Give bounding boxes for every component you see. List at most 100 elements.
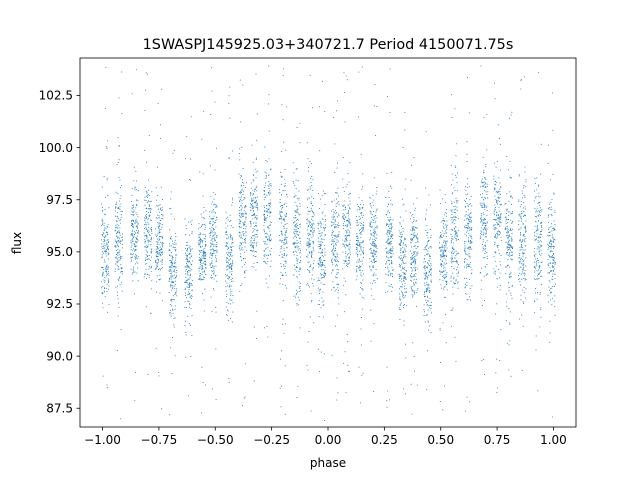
data-point (118, 238, 120, 240)
data-point (174, 247, 176, 248)
data-point (252, 215, 254, 216)
data-point (252, 207, 254, 209)
data-point (280, 214, 281, 216)
data-point (269, 206, 271, 208)
data-point (403, 285, 405, 287)
data-point (121, 267, 123, 269)
data-point (387, 251, 389, 253)
data-point (253, 214, 255, 216)
data-point (191, 315, 193, 317)
data-point (510, 230, 512, 232)
data-point (108, 281, 110, 283)
data-point (263, 214, 265, 216)
data-point (508, 244, 510, 246)
data-point (410, 262, 412, 264)
data-point (337, 202, 338, 204)
data-point (389, 212, 390, 214)
data-point (229, 295, 231, 297)
data-point (319, 265, 321, 267)
data-point (411, 230, 413, 232)
data-point (500, 212, 502, 214)
data-point (425, 271, 427, 273)
data-point (118, 268, 120, 270)
data-point (267, 336, 269, 338)
data-point (256, 139, 258, 141)
data-point (252, 206, 254, 208)
data-point (145, 218, 147, 220)
data-point (213, 215, 215, 217)
data-point (313, 230, 315, 232)
data-point (131, 254, 133, 256)
data-point (483, 219, 485, 221)
data-point (313, 248, 314, 250)
data-point (344, 261, 346, 263)
data-point (174, 239, 176, 241)
data-point (132, 226, 133, 228)
data-point (519, 318, 520, 320)
data-point (170, 191, 172, 193)
data-point (317, 304, 319, 306)
data-point (250, 193, 252, 195)
data-point (494, 241, 496, 243)
data-point (226, 269, 228, 271)
data-point (293, 222, 295, 224)
data-point (226, 268, 228, 270)
data-point (306, 256, 308, 258)
data-point (150, 260, 152, 262)
data-point (403, 307, 404, 309)
data-point (374, 218, 376, 220)
data-point (402, 268, 404, 270)
data-point (296, 225, 298, 226)
data-point (151, 230, 153, 232)
data-point (412, 239, 413, 240)
data-point (281, 266, 283, 267)
data-point (131, 256, 132, 258)
data-point (389, 220, 391, 222)
data-point (268, 203, 269, 205)
data-point (132, 240, 134, 242)
data-point (362, 288, 364, 290)
data-point (159, 239, 161, 240)
data-point (232, 302, 234, 304)
data-point (203, 252, 205, 254)
data-point (231, 273, 233, 275)
data-point (335, 261, 337, 262)
data-point (429, 287, 431, 289)
data-point (295, 226, 297, 228)
data-point (210, 239, 212, 241)
data-point (213, 229, 215, 231)
data-point (187, 250, 189, 252)
data-point (307, 282, 309, 284)
data-point (370, 309, 372, 311)
data-point (318, 260, 320, 262)
data-point (318, 237, 319, 239)
data-point (299, 248, 301, 250)
data-point (400, 244, 402, 246)
data-point (227, 216, 229, 218)
data-point (452, 211, 454, 213)
data-point (116, 164, 118, 165)
data-point (358, 71, 360, 73)
data-point (268, 208, 270, 210)
data-point (311, 301, 312, 303)
data-point (511, 246, 513, 248)
data-point (241, 214, 242, 216)
data-point (495, 219, 497, 221)
data-point (342, 178, 344, 180)
data-point (410, 179, 412, 181)
data-point (102, 251, 104, 253)
data-point (416, 384, 418, 386)
data-point (295, 217, 297, 218)
data-point (279, 235, 281, 237)
data-point (279, 211, 281, 213)
data-point (402, 147, 404, 148)
data-point (428, 274, 430, 276)
data-point (188, 253, 190, 255)
data-point (115, 250, 117, 251)
data-point (296, 303, 298, 304)
data-point (160, 249, 162, 251)
data-point (455, 174, 457, 176)
data-point (321, 274, 323, 276)
data-point (450, 209, 452, 211)
data-point (255, 269, 257, 271)
